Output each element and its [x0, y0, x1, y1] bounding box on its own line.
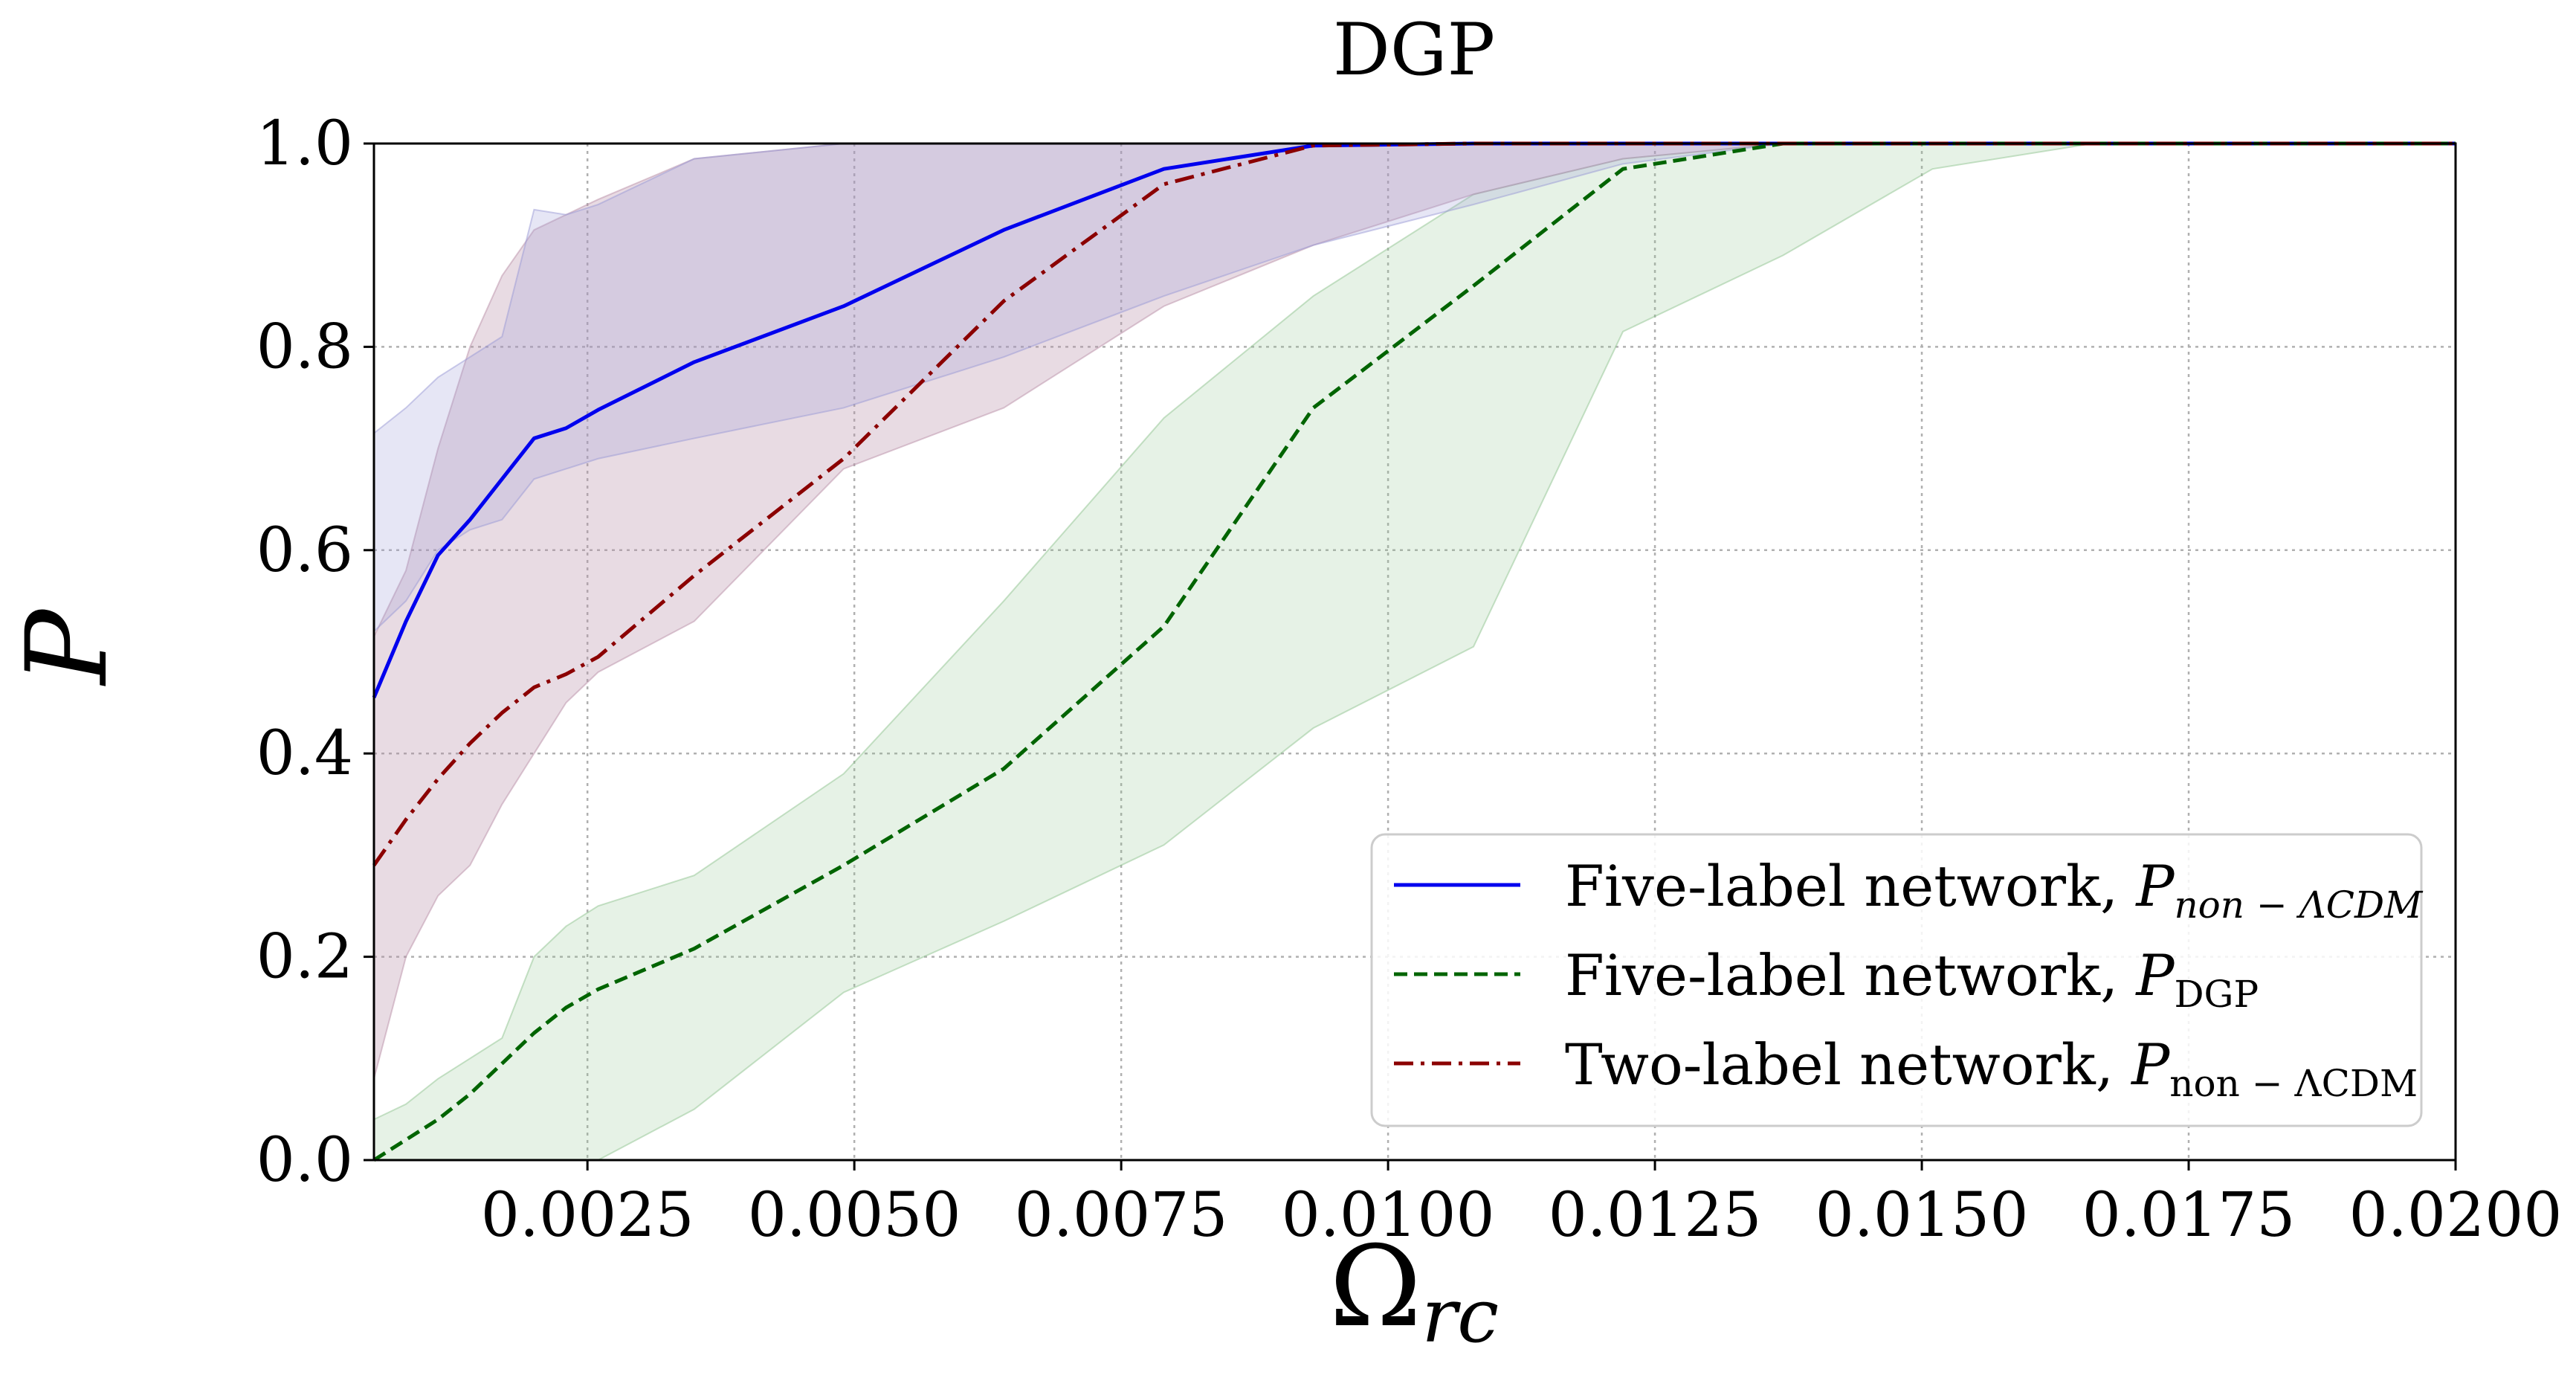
chart-title: DGP: [1333, 8, 1495, 91]
legend-box: [1370, 833, 2423, 1127]
x-tick-label: 0.0125: [1549, 1180, 1762, 1251]
legend-symbol: P: [2130, 1031, 2171, 1098]
legend-subscript: non − ΛCDM: [2174, 883, 2424, 927]
x-tick-label: 0.0025: [481, 1180, 694, 1251]
legend-label-two-label-non-lcdm: Two-label network, Pnon − ΛCDM: [1565, 1031, 2418, 1105]
legend-label-five-label-non-lcdm: Five-label network, Pnon − ΛCDM: [1565, 853, 2424, 927]
legend-symbol: P: [2134, 942, 2175, 1008]
legend: Five-label network, Pnon − ΛCDMFive-labe…: [1370, 833, 2424, 1127]
y-tick-label: 1.0: [256, 109, 353, 179]
y-axis-ticks: 0.0 0.2 0.4 0.6 0.8 1.0: [256, 109, 374, 1196]
y-tick-label: 0.4: [256, 718, 353, 789]
line-five-label-dgp: [372, 141, 2456, 1162]
y-tick-label: 0.0: [256, 1125, 353, 1196]
x-axis-label: Ωrc: [1329, 1223, 1499, 1359]
plot-frame: [372, 142, 2457, 1162]
y-tick-label: 0.2: [256, 922, 353, 993]
y-tick-label: 0.8: [256, 312, 353, 382]
x-tick-label: 0.0075: [1015, 1180, 1228, 1251]
legend-subscript: non − ΛCDM: [2169, 1062, 2418, 1105]
y-axis-label: P: [3, 607, 132, 686]
x-tick-label: 0.0150: [1815, 1180, 2029, 1251]
x-tick-label: 0.0200: [2349, 1180, 2563, 1251]
y-tick-label: 0.6: [256, 515, 353, 586]
legend-subscript: DGP: [2174, 973, 2259, 1016]
x-tick-label: 0.0175: [2082, 1180, 2296, 1251]
x-axis-label-symbol: Ω: [1329, 1223, 1421, 1352]
x-tick-label: 0.0100: [1282, 1180, 1495, 1251]
x-tick-label: 0.0050: [748, 1180, 961, 1251]
legend-text: Five-label network,: [1565, 853, 2136, 919]
x-axis-label-subscript: rc: [1421, 1272, 1499, 1359]
legend-text: Two-label network,: [1565, 1031, 2131, 1098]
x-axis-ticks: 0.0025 0.0050 0.0075 0.0100 0.0125 0.0150 0.01…: [481, 1160, 2563, 1251]
legend-text: Five-label network,: [1565, 942, 2136, 1008]
legend-symbol: P: [2134, 853, 2175, 919]
legend-label-five-label-dgp: Five-label network, PDGP: [1565, 942, 2259, 1016]
